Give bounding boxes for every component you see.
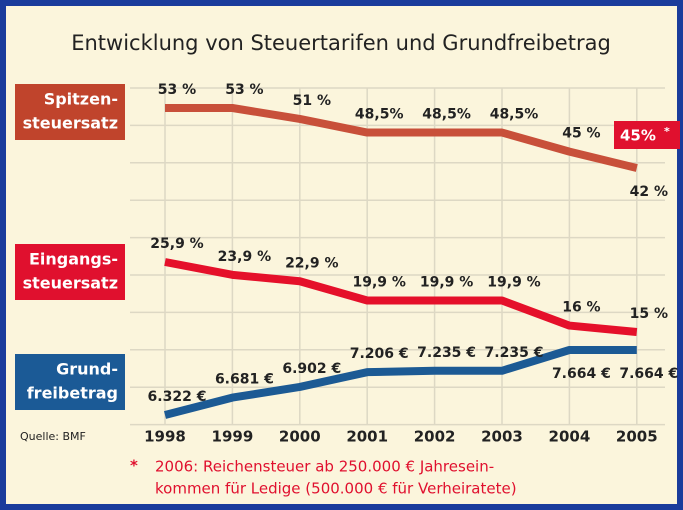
legend-box bbox=[15, 84, 125, 140]
footnote: 2006: Reichensteuer ab 250.000 € Jahrese… bbox=[155, 458, 494, 476]
line bbox=[164, 346, 637, 419]
annotation-box bbox=[614, 121, 680, 149]
legend-label: Grund- bbox=[56, 360, 118, 379]
value-label: 53 % bbox=[158, 82, 196, 98]
value-label: 22,9 % bbox=[285, 255, 338, 271]
x-tick-label: 2003 bbox=[481, 428, 523, 446]
value-label: 19,9 % bbox=[487, 275, 540, 291]
legend-label: Eingangs- bbox=[29, 250, 118, 269]
value-label: 19,9 % bbox=[352, 275, 405, 291]
chart-title: Entwicklung von Steuertarifen und Grundf… bbox=[71, 31, 611, 55]
value-label: 7.235 € bbox=[485, 345, 544, 361]
value-label: 48,5% bbox=[422, 107, 471, 123]
value-label: 48,5% bbox=[490, 107, 539, 123]
x-tick-label: 1998 bbox=[144, 428, 186, 446]
value-label: 25,9 % bbox=[150, 236, 203, 252]
legend-label: steuersatz bbox=[23, 114, 118, 133]
source: Quelle: BMF bbox=[20, 430, 86, 443]
legend-label: steuersatz bbox=[23, 274, 118, 293]
line bbox=[165, 104, 638, 172]
legend-label: Spitzen- bbox=[44, 90, 118, 109]
value-label: 51 % bbox=[293, 93, 331, 109]
x-tick-label: 2002 bbox=[414, 428, 456, 446]
value-label: 15 % bbox=[630, 306, 668, 322]
value-label: 16 % bbox=[562, 300, 600, 316]
x-tick-label: 2001 bbox=[346, 428, 388, 446]
value-label: 6.322 € bbox=[148, 389, 207, 405]
x-tick-label: 2004 bbox=[549, 428, 591, 446]
value-label: 6.681 € bbox=[215, 372, 274, 388]
value-label: 7.206 € bbox=[350, 346, 409, 362]
x-tick-label: 1999 bbox=[212, 428, 254, 446]
annotation-marker: * bbox=[664, 125, 670, 138]
value-label: 7.664 € bbox=[619, 366, 678, 382]
footnote-marker: * bbox=[130, 457, 138, 475]
value-label: 42 % bbox=[630, 184, 668, 200]
footnote: kommen für Ledige (500.000 € für Verheir… bbox=[155, 480, 517, 498]
value-label: 45 % bbox=[562, 126, 600, 142]
value-label: 6.902 € bbox=[282, 361, 341, 377]
value-label: 48,5% bbox=[355, 107, 404, 123]
annotation: 45% bbox=[620, 127, 656, 145]
value-label: 53 % bbox=[225, 82, 263, 98]
value-label: 7.664 € bbox=[552, 366, 611, 382]
x-tick-label: 2000 bbox=[279, 428, 321, 446]
legend-label: freibetrag bbox=[27, 384, 118, 403]
value-label: 19,9 % bbox=[420, 275, 473, 291]
value-label: 23,9 % bbox=[218, 249, 271, 265]
x-tick-label: 2005 bbox=[616, 428, 658, 446]
line bbox=[164, 258, 638, 336]
legend-box bbox=[15, 244, 125, 300]
value-label: 7.235 € bbox=[417, 345, 476, 361]
legend-box bbox=[15, 354, 125, 410]
